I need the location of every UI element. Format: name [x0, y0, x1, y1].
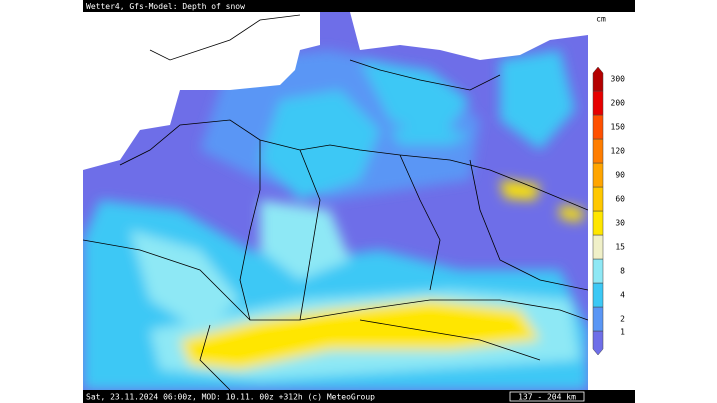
- legend-label: 2: [620, 315, 625, 324]
- legend-label: 30: [615, 219, 625, 228]
- legend-swatch: [592, 306, 604, 332]
- legend-swatch: [592, 234, 604, 260]
- legend-label: 60: [615, 195, 625, 204]
- legend-swatch: [592, 162, 604, 188]
- legend-swatch: [592, 114, 604, 140]
- legend: 1 2 4 8 15 30 60 90 120 150 200 300: [592, 66, 626, 356]
- legend-swatch: [592, 66, 604, 92]
- legend-label: 15: [615, 243, 625, 252]
- legend-label: 4: [620, 291, 625, 300]
- legend-swatch: [592, 138, 604, 164]
- legend-label: 150: [611, 123, 626, 132]
- legend-swatch: [592, 258, 604, 284]
- legend-swatch: [592, 282, 604, 308]
- header-title: Wetter4, Gfs-Model: Depth of snow: [86, 2, 245, 11]
- legend-unit: cm: [596, 15, 606, 24]
- footer-info: Sat, 23.11.2024 06:00z, MOD: 10.11. 00z …: [86, 393, 375, 402]
- legend-label: 300: [611, 75, 626, 84]
- legend-swatch: [592, 186, 604, 212]
- legend-label: 1: [620, 328, 625, 337]
- legend-label: 90: [615, 171, 625, 180]
- snow-map: [83, 12, 588, 390]
- borders: [83, 14, 588, 390]
- legend-label: 120: [611, 147, 626, 156]
- legend-swatch: [592, 210, 604, 236]
- legend-swatch: [592, 90, 604, 116]
- legend-label: 8: [620, 267, 625, 276]
- legend-label: 200: [611, 99, 626, 108]
- footer-scale: 137 - 204 km: [518, 393, 576, 402]
